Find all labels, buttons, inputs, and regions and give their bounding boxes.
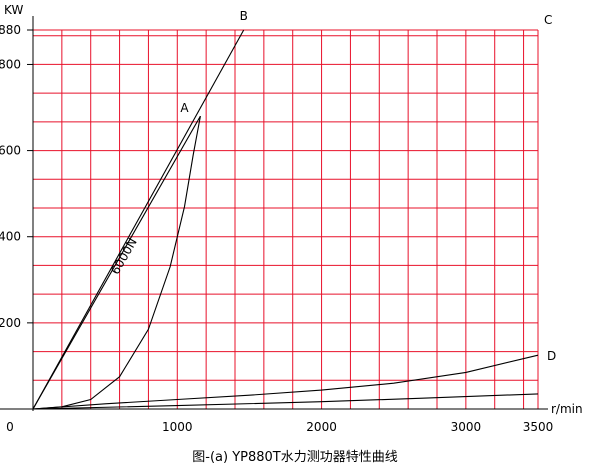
x-axis-label: r/min [551,402,583,416]
y-tick-label: 880 [0,23,21,37]
label-a: A [180,101,189,115]
y-tick-label: 400 [0,230,21,244]
curve-d [32,354,539,410]
label-c: C [544,13,552,27]
x-tick-label: 0 [6,420,14,434]
tick-labels: 200 400 600 800 880 0 1000 2000 3000 3500 [0,23,553,434]
x-tick-label: 3000 [451,420,482,434]
y-tick-label: 600 [0,144,21,158]
label-b: B [240,9,248,23]
x-tick-label: 1000 [162,420,193,434]
annotations: A B C D 6000N [108,9,556,363]
x-tick-label: 3500 [523,420,554,434]
label-6000n: 6000N [108,236,140,277]
curves [32,29,539,410]
y-tick-label: 800 [0,57,21,71]
y-tick-label: 200 [0,316,21,330]
y-axis-label: KW [4,3,23,17]
grid [33,29,539,409]
label-d: D [547,349,556,363]
curve-b [32,29,245,410]
curve-a [32,115,201,410]
axes [0,16,548,411]
chart-caption: 图-(a) YP880T水力测功器特性曲线 [192,450,398,465]
curve-base [32,393,539,410]
x-tick-label: 2000 [306,420,337,434]
curve-6000n [32,115,201,410]
